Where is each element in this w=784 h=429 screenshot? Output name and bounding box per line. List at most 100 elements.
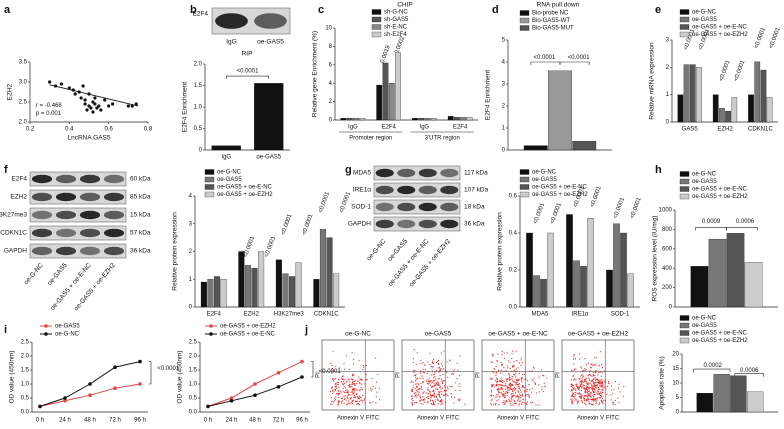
flow-dot	[600, 388, 603, 390]
flow-dot	[434, 404, 436, 406]
blot-band	[79, 192, 101, 202]
flow-dot	[365, 378, 367, 381]
y-tick-label: 1.0	[21, 382, 30, 388]
flow-dot	[582, 375, 585, 377]
flow-dot	[358, 395, 360, 397]
flow-dot	[357, 380, 359, 383]
flow-dot	[594, 388, 596, 391]
bracket	[225, 75, 270, 80]
flow-dot	[440, 398, 443, 401]
blot-row-label: E2F4	[192, 11, 208, 18]
flow-dot	[439, 396, 441, 398]
flow-dot	[337, 399, 339, 401]
bracket	[693, 368, 731, 373]
flow-dot	[587, 390, 589, 392]
flow-dot	[585, 395, 587, 397]
flow-dot	[506, 400, 508, 402]
flow-dot	[413, 369, 415, 371]
flow-dot	[414, 383, 417, 385]
flow-dot	[355, 400, 357, 403]
bar	[359, 118, 366, 121]
flow-dot	[349, 385, 351, 387]
annotation: <0.0001	[733, 59, 746, 82]
flow-dot	[497, 381, 499, 383]
point	[103, 98, 107, 102]
flow-dot	[354, 387, 356, 390]
flow-dot	[526, 390, 528, 393]
flow-dot	[351, 402, 354, 405]
flow-dot	[337, 378, 340, 381]
flow-dot	[602, 390, 604, 392]
x-tick-label: CDKN1C	[314, 312, 339, 318]
flow-dot	[583, 379, 585, 381]
flow-dot	[427, 380, 429, 382]
flow-dot	[582, 384, 584, 386]
blot-band	[79, 210, 101, 220]
y-tick-label: 0.2	[509, 268, 518, 274]
point	[95, 106, 99, 110]
flow-dot	[570, 379, 572, 381]
x-tick-label: E2F4	[381, 125, 396, 131]
flow-dot	[503, 381, 505, 383]
flow-dot	[507, 378, 509, 380]
y-tick-label: 3.0	[19, 80, 28, 86]
flow-dot	[541, 388, 543, 391]
annotation: <0.0001	[590, 185, 603, 208]
flow-dot	[430, 403, 432, 405]
flow-dot	[584, 392, 586, 394]
bar	[580, 266, 587, 308]
flow-dot	[334, 398, 337, 401]
blot-band	[103, 192, 125, 202]
flow-dot	[498, 380, 500, 382]
annotation: 0.0002	[704, 363, 723, 369]
bar	[547, 232, 554, 308]
flow-dot	[572, 395, 574, 397]
flow-dot	[590, 398, 592, 400]
flow-dot	[343, 368, 346, 370]
bracket	[559, 61, 590, 65]
flow-dot	[582, 402, 584, 404]
point	[276, 385, 281, 389]
flow-dot	[514, 390, 516, 392]
y-axis-label: EZH2	[7, 83, 14, 100]
flow-dot	[599, 391, 602, 393]
flow-dot	[426, 396, 428, 398]
flow-dot	[581, 387, 583, 389]
flow-dot	[574, 394, 576, 396]
flow-dot	[598, 382, 601, 384]
flow-dot	[570, 385, 572, 387]
flow-dot	[413, 392, 416, 395]
flow-dot	[334, 378, 336, 380]
blot-kda: 117 kDa	[464, 170, 488, 177]
flow-dot	[352, 379, 354, 381]
flow-dot	[595, 398, 598, 400]
flow-dot	[595, 369, 597, 372]
flow-dot	[587, 397, 589, 400]
bar	[696, 67, 702, 123]
bracket	[530, 61, 561, 65]
flow-dot	[505, 385, 507, 387]
flow-dot	[446, 386, 449, 388]
flow-dot	[608, 381, 610, 383]
point	[77, 90, 81, 94]
flow-dot	[507, 387, 509, 389]
flow-dot	[377, 373, 379, 376]
legend-label: Bio-GAS5-MUT	[532, 26, 574, 32]
legend-label: sh-G-NC	[384, 10, 408, 16]
flow-dot	[578, 392, 581, 394]
flow-y-label: PI	[476, 372, 482, 378]
y-tick-label: 2.0	[194, 62, 203, 68]
flow-dot	[432, 400, 434, 403]
blot-band	[254, 13, 287, 29]
bar	[744, 262, 763, 308]
flow-dot	[412, 395, 414, 397]
flow-dot	[503, 394, 505, 396]
flow-dot	[581, 401, 583, 403]
flow-dot	[350, 397, 353, 399]
flow-dot	[342, 375, 344, 377]
flow-dot	[587, 395, 589, 397]
y-axis-label: E2F4 Enrichment	[182, 82, 189, 132]
x-group-label: 3'UTR region	[425, 136, 460, 142]
flow-dot	[494, 404, 496, 406]
flow-dot	[363, 366, 365, 368]
